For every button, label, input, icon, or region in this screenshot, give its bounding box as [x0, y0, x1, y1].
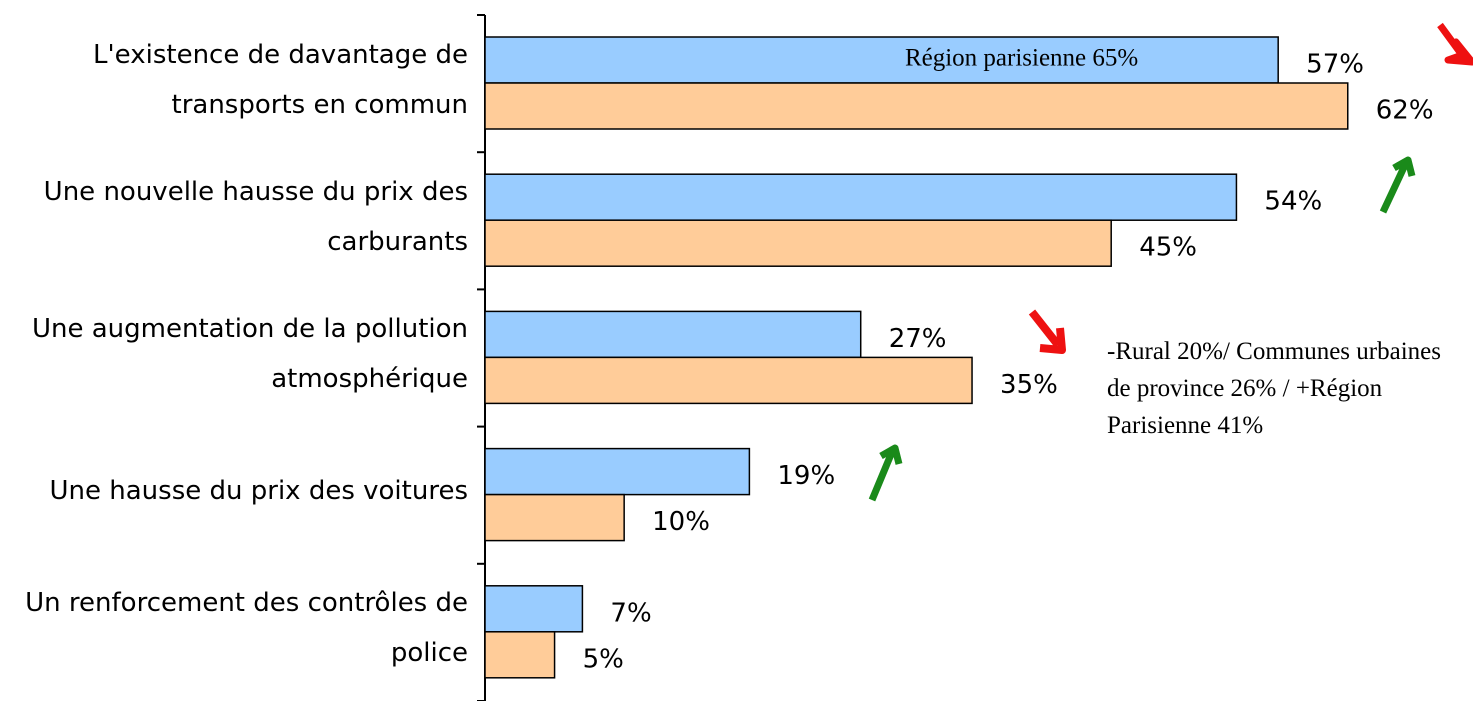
green-arrow [868, 444, 903, 502]
bar [484, 631, 556, 679]
category-label: Un renforcement des contrôles de police [25, 588, 468, 669]
bar [484, 447, 751, 496]
bar [484, 310, 862, 359]
value-label: 10% [652, 507, 710, 537]
value-label: 57% [1306, 50, 1364, 80]
bar [484, 356, 973, 405]
bar [484, 219, 1112, 267]
green-arrow [1379, 156, 1416, 214]
value-label: 45% [1139, 233, 1197, 263]
annotation: -Rural 20%/ Communes urbaines de provinc… [1107, 338, 1441, 439]
value-label: 19% [777, 461, 835, 491]
category-label: Une hausse du prix des voitures [49, 476, 469, 507]
bar [484, 82, 1349, 130]
category-label: Une augmentation de la pollution atmosph… [31, 314, 468, 394]
value-label: 35% [1000, 370, 1058, 400]
value-label: 54% [1264, 187, 1322, 217]
value-label: 5% [583, 644, 624, 674]
red-arrow [1437, 22, 1473, 66]
bar [484, 36, 1279, 84]
bar [484, 585, 584, 633]
bar [484, 493, 625, 542]
value-label: 62% [1376, 96, 1434, 126]
bar [484, 173, 1238, 221]
category-label: Une nouvelle hausse du prix des carburan… [43, 176, 468, 257]
red-arrow [1028, 309, 1066, 354]
arrows [868, 22, 1473, 502]
value-label: 27% [889, 324, 947, 354]
category-label: L'existence de davantage de transports e… [93, 39, 468, 120]
value-label: 7% [610, 598, 651, 628]
annotation: Région parisienne 65% [905, 45, 1138, 72]
